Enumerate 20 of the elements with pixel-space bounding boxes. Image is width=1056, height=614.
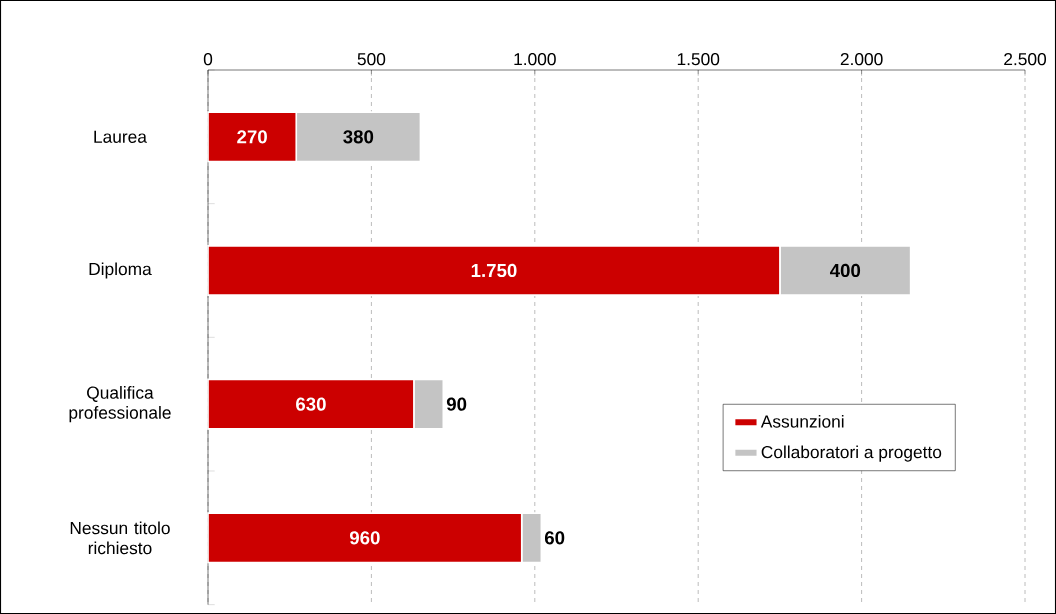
y-tick-label: Nessun titolo richiesto [70, 521, 170, 555]
data-label: 630 [296, 397, 326, 411]
data-label: 90 [446, 397, 467, 411]
y-tick-label: Qualifica professionale [69, 386, 171, 423]
x-tick-label: 0 [203, 53, 213, 66]
data-label: 270 [237, 130, 267, 144]
data-label: 1.750 [471, 263, 517, 278]
legend-label: Assunzioni [760, 414, 844, 428]
data-label: 380 [343, 130, 374, 144]
x-tick-label: 2.000 [840, 53, 883, 66]
y-tick-label: Diploma [89, 262, 152, 279]
x-tick-label: 1.000 [514, 53, 556, 66]
data-label: 60 [544, 531, 565, 545]
y-tick-label: Laurea [94, 130, 147, 143]
data-label: 960 [349, 531, 380, 545]
x-tick-label: 1.500 [677, 53, 720, 66]
x-tick-label: 2.500 [1004, 53, 1047, 66]
legend-label: Collaboratori a progetto [761, 445, 942, 462]
data-label: 400 [829, 263, 861, 278]
x-tick-label: 500 [357, 53, 386, 66]
